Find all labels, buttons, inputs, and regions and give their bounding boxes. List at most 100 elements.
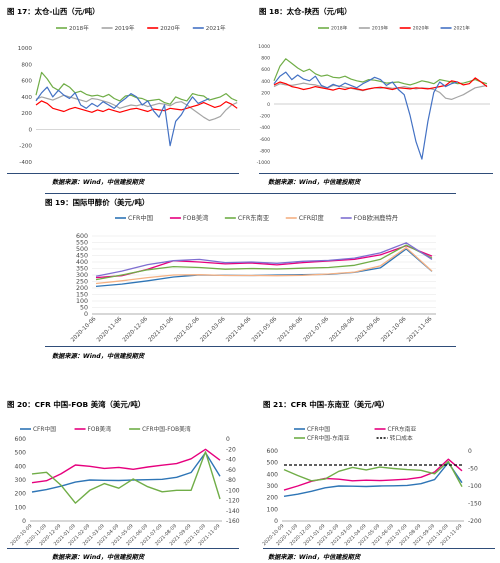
- series-line: [35, 100, 238, 113]
- y-tick-label: 200: [76, 285, 88, 292]
- divider: [7, 173, 239, 174]
- series-line: [35, 86, 210, 147]
- source-note: 数据来源：Wind，中信建投期货: [268, 179, 361, 186]
- y-tick-label: 0: [468, 448, 472, 455]
- legend-label: 2021年: [454, 25, 471, 32]
- y-tick-label: -140: [226, 508, 240, 515]
- chart-title: 图 18：太仓-陕西（元/吨）: [259, 7, 352, 16]
- y-tick-label: 600: [76, 233, 88, 240]
- y-tick-label: -200: [260, 114, 271, 120]
- y-tick-label: -40: [226, 457, 236, 464]
- legend-label: 2020年: [413, 25, 430, 32]
- y-tick-label: -60: [226, 467, 236, 474]
- series-line: [283, 462, 463, 497]
- chart-fig19: CFR中国 FOB美湾 CFR东南亚 CFR印度 FOB欧洲鹿特丹05010015020…: [70, 213, 436, 344]
- y-tick-label: 800: [21, 62, 32, 68]
- y-tick-label: 300: [76, 272, 88, 279]
- divider: [259, 173, 493, 174]
- y-tick-label: 800: [261, 56, 270, 62]
- legend-label: CFR东南亚: [388, 425, 417, 433]
- y-tick-label: 200: [261, 90, 270, 96]
- y-tick-label: 200: [267, 495, 279, 502]
- divider: [45, 346, 456, 347]
- legend-label: CFR中国: [307, 425, 330, 433]
- y-tick-label: -800: [260, 148, 271, 154]
- y-tick-label: 1000: [18, 46, 33, 52]
- legend-label: 2021年: [206, 24, 226, 32]
- x-tick-label: 2020-10-06: [70, 316, 98, 344]
- series-line: [283, 458, 463, 491]
- x-tick-label: 2021-07-06: [303, 316, 331, 344]
- chart-title: 图 20：CFR 中国-FOB 美湾（美元/吨）: [7, 400, 146, 409]
- legend-label: 转口成本: [390, 434, 413, 442]
- legend-label: FOB美湾: [183, 213, 209, 222]
- y-tick-label: 200: [21, 111, 32, 117]
- y-tick-label: 400: [261, 79, 270, 85]
- series-line: [95, 247, 433, 285]
- y-tick-label: -20: [226, 446, 236, 453]
- x-tick-label: 2021-03-06: [199, 316, 227, 344]
- legend-label: CFR中国-东南亚: [307, 434, 350, 442]
- x-tick-label: 2021-09-06: [354, 316, 382, 344]
- y-tick-label: 200: [15, 491, 27, 498]
- y-tick-label: -200: [19, 144, 32, 150]
- x-tick-label: 2021-01-06: [148, 316, 176, 344]
- source-note: 数据来源：Wind，中信建投期货: [52, 179, 145, 186]
- series-line: [95, 245, 433, 279]
- y-tick-label: -150: [468, 501, 482, 508]
- series-line: [95, 242, 433, 277]
- series-line: [31, 452, 221, 493]
- y-tick-label: 600: [267, 448, 279, 455]
- x-tick-label: 2021-06-06: [277, 316, 305, 344]
- y-tick-label: 600: [261, 67, 270, 73]
- source-note: 数据来源：Wind，中信建投期货: [268, 554, 361, 561]
- y-tick-label: 50: [80, 305, 88, 312]
- y-tick-label: 300: [267, 483, 279, 490]
- y-tick-label: 0: [28, 127, 32, 133]
- y-tick-label: 400: [15, 463, 27, 470]
- y-tick-label: -160: [226, 518, 240, 525]
- y-tick-label: 250: [76, 279, 88, 286]
- y-tick-label: -1000: [257, 160, 270, 166]
- y-tick-label: 500: [76, 246, 88, 253]
- x-tick-label: 2021-02-06: [174, 316, 202, 344]
- y-tick-label: -80: [226, 477, 236, 484]
- series-line: [35, 94, 238, 122]
- legend-label: 2019年: [372, 25, 389, 32]
- chart-title: 图 21：CFR 中国-东南亚（美元/吨）: [263, 400, 390, 409]
- series-line: [273, 82, 488, 101]
- chart-fig18: 2018年 2019年 2020年 2021年 -1000 -800 -600 -400 -20…: [257, 25, 490, 166]
- chart-title: 图 19：国际甲醇价（美元/吨）: [45, 198, 150, 207]
- legend-label: CFR中国-FOB美湾: [142, 425, 191, 433]
- y-tick-label: 300: [15, 477, 27, 484]
- legend-label: 2020年: [160, 24, 180, 32]
- divider: [45, 193, 456, 194]
- legend-label: CFR中国: [33, 425, 56, 433]
- x-tick-label: 2020-11-06: [96, 316, 124, 344]
- y-tick-label: -200: [468, 518, 482, 525]
- y-tick-label: -400: [19, 160, 32, 166]
- divider: [7, 548, 239, 549]
- legend-label: FOB欧洲鹿特丹: [354, 213, 398, 222]
- y-tick-label: 0: [267, 102, 270, 108]
- x-tick-label: 2020-12-06: [122, 316, 150, 344]
- chart-title: 图 17：太仓-山西（元/吨）: [7, 7, 100, 16]
- y-tick-label: 0: [84, 311, 88, 318]
- y-tick-label: -600: [260, 137, 271, 143]
- source-note: 数据来源：Wind，中信建投期货: [52, 353, 145, 360]
- x-tick-label: 2021-04-06: [225, 316, 253, 344]
- legend-label: 2018年: [69, 24, 89, 32]
- chart-fig21: CFR中国 CFR东南亚 CFR中国-东南亚 转口成本 0 100 200 300 400 500…: [261, 425, 482, 547]
- legend-label: CFR中国: [128, 213, 153, 222]
- y-tick-label: 450: [76, 253, 88, 260]
- series-line: [273, 58, 488, 86]
- y-tick-label: 600: [15, 436, 27, 443]
- x-tick-label: 2021-11-06: [406, 316, 434, 344]
- legend-label: 2019年: [115, 24, 135, 32]
- y-tick-label: -100: [468, 483, 482, 490]
- legend-label: 2018年: [331, 25, 348, 32]
- y-tick-label: 0: [274, 518, 278, 525]
- y-tick-label: 1000: [258, 44, 270, 50]
- y-tick-label: 550: [76, 240, 88, 247]
- series-line: [273, 71, 458, 160]
